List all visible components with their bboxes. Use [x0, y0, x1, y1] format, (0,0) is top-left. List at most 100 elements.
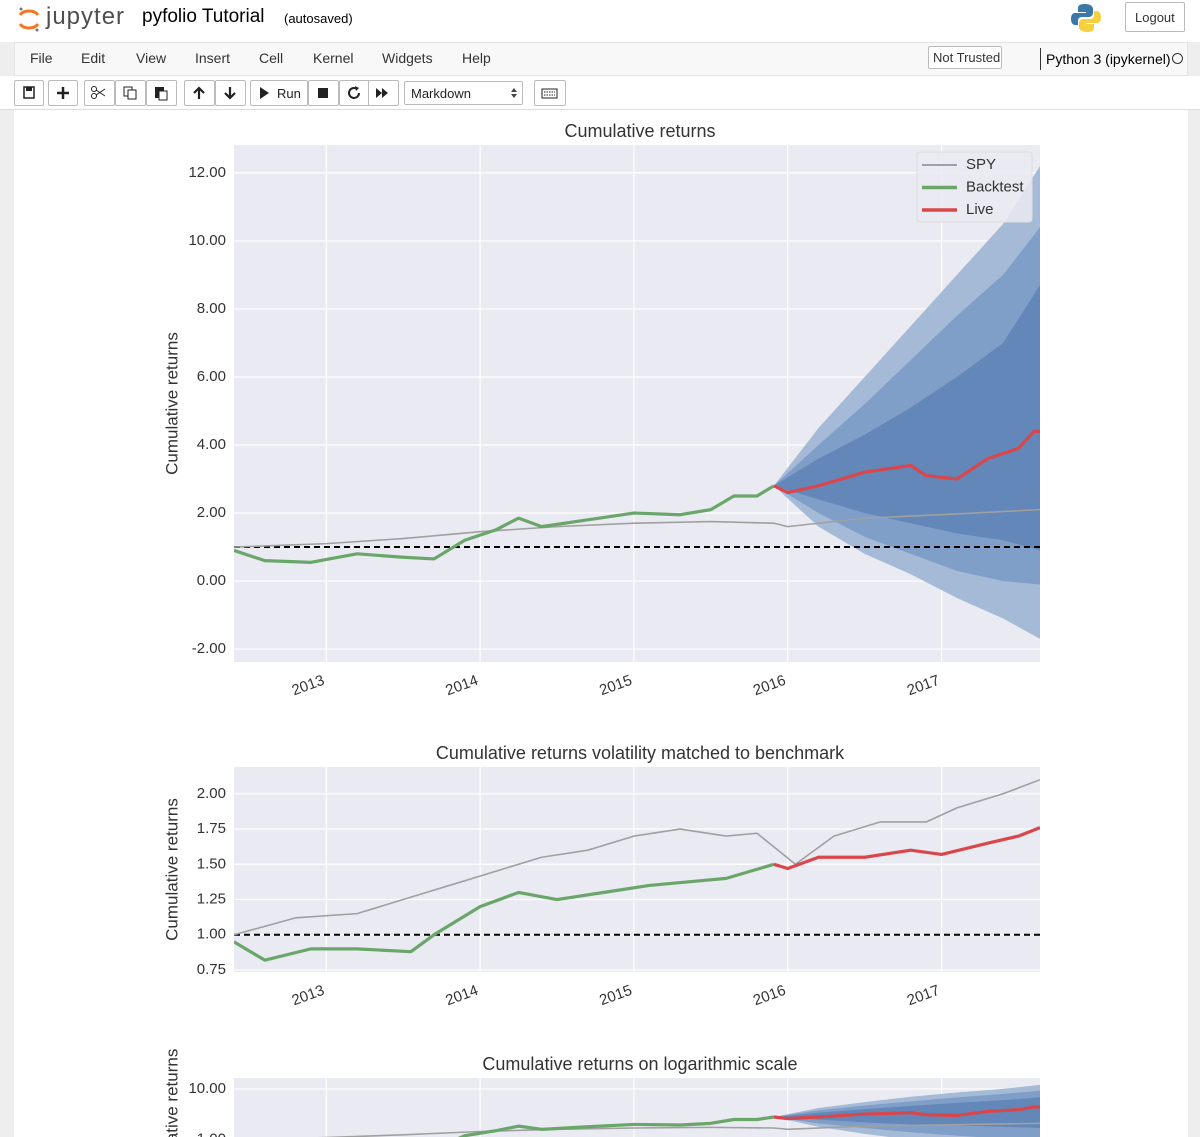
- y-tick-label: 2.00: [197, 504, 226, 521]
- y-tick-label: 0.00: [197, 572, 226, 589]
- legend-box: [916, 151, 1033, 223]
- copy-button[interactable]: [115, 80, 146, 106]
- run-all-icon: [376, 88, 388, 98]
- menu-item[interactable]: Insert: [195, 50, 231, 66]
- keyboard-button[interactable]: [534, 80, 566, 106]
- y-tick-label: 2.00: [197, 785, 226, 802]
- x-tick-label: 2014: [443, 982, 480, 1009]
- cut-button[interactable]: [84, 80, 115, 106]
- python-logo: [1071, 4, 1101, 32]
- menu-item[interactable]: Help: [462, 50, 491, 66]
- chart-title: Cumulative returns: [564, 121, 715, 141]
- series-line: [773, 826, 1040, 871]
- save-icon: [23, 86, 35, 99]
- save-button[interactable]: [14, 80, 44, 106]
- x-tick-label: 2013: [290, 672, 327, 699]
- select-arrows: [511, 88, 517, 98]
- menu-item[interactable]: File: [30, 50, 53, 66]
- legend-label: Backtest: [966, 178, 1024, 195]
- x-tick-label: 2017: [905, 982, 942, 1009]
- run-button[interactable]: Run: [250, 80, 308, 106]
- y-tick-label: 1.50: [197, 855, 226, 872]
- menu-item[interactable]: Kernel: [313, 50, 354, 66]
- cone-band: [773, 285, 1040, 551]
- menu-bar: [14, 42, 1188, 76]
- paste-icon: [155, 87, 168, 101]
- y-tick-label: 10.00: [188, 1080, 226, 1097]
- copy-icon: [123, 86, 137, 100]
- y-tick-label: 12.00: [188, 164, 226, 181]
- legend-label: SPY: [966, 156, 996, 173]
- move-down-button[interactable]: [215, 80, 246, 106]
- series-line: [773, 1105, 1040, 1121]
- trust-indicator[interactable]: Not Trusted: [928, 46, 1002, 69]
- y-tick-label: 10.00: [188, 232, 226, 249]
- notebook-title[interactable]: pyfolio Tutorial: [142, 6, 265, 27]
- series-line: [457, 1115, 775, 1137]
- series-line: [234, 484, 775, 564]
- cell-type-label: Markdown: [411, 86, 471, 101]
- toolbar: Run Markdown: [0, 76, 1200, 110]
- logout-label: Logout: [1135, 10, 1175, 25]
- plot-area: [234, 778, 1040, 962]
- menu-item[interactable]: Widgets: [382, 50, 433, 66]
- kernel-status: [1172, 53, 1183, 64]
- down-icon: [224, 87, 236, 100]
- menu-item[interactable]: Cell: [259, 50, 284, 66]
- x-tick-label: 2016: [751, 982, 788, 1009]
- x-tick-label: 2014: [443, 672, 480, 699]
- x-tick-label: 2015: [597, 982, 634, 1009]
- y-tick-label: 8.00: [197, 300, 226, 317]
- y-tick-label: 1.00: [197, 926, 226, 943]
- run-label: Run: [277, 86, 301, 101]
- charts: 2013 2014 2015 2016 2017 -2.00 0.00 2.00 4.00 6.0…: [162, 121, 1040, 1137]
- keyboard-icon: [541, 88, 558, 99]
- y-tick-label: 1.00: [197, 1131, 226, 1137]
- series-line: [234, 862, 775, 962]
- legend-label: Live: [966, 201, 994, 218]
- paste-button[interactable]: [146, 80, 177, 106]
- y-tick-label: 0.75: [197, 961, 226, 978]
- cell-type-select[interactable]: Markdown: [404, 81, 523, 105]
- y-tick-label: 4.00: [197, 436, 226, 453]
- run-all-button[interactable]: [368, 80, 399, 106]
- save-status: (autosaved): [284, 11, 353, 26]
- logout-button[interactable]: Logout: [1125, 2, 1185, 32]
- y-axis-label: Cumulative returns: [162, 1049, 181, 1137]
- menu-item[interactable]: View: [136, 50, 167, 66]
- up-icon: [193, 86, 205, 99]
- menu-item[interactable]: Edit: [81, 50, 106, 66]
- header: jupyter pyfolio Tutorial (autosaved) Log…: [0, 0, 1200, 42]
- jupyter-logo[interactable]: jupyter: [46, 3, 126, 30]
- series-line: [234, 778, 1040, 936]
- series-line: [773, 429, 1040, 495]
- insert-button[interactable]: [48, 80, 78, 106]
- interrupt-button[interactable]: [308, 80, 339, 106]
- restart-button[interactable]: [339, 80, 370, 106]
- chart-title: Cumulative returns on logarithmic scale: [482, 1054, 797, 1074]
- trust-label: Not Trusted: [933, 50, 1001, 65]
- y-tick-label: 1.75: [197, 820, 226, 837]
- move-up-button[interactable]: [184, 80, 215, 106]
- series-line: [234, 508, 1040, 548]
- x-tick-label: 2017: [905, 672, 942, 699]
- stop-icon: [318, 88, 328, 98]
- x-tick-label: 2015: [597, 672, 634, 699]
- y-tick-label: 6.00: [197, 368, 226, 385]
- x-tick-label: 2016: [751, 672, 788, 699]
- kernel-name[interactable]: Python 3 (ipykernel): [1046, 51, 1171, 67]
- y-axis-label: Cumulative returns: [162, 332, 181, 475]
- plus-icon: [57, 87, 69, 99]
- y-axis-label: Cumulative returns: [162, 798, 181, 941]
- y-tick-label: -2.00: [192, 640, 226, 657]
- plot-background: [234, 767, 1040, 972]
- run-icon: [260, 87, 269, 99]
- jupyter-logo-icon: [18, 7, 40, 32]
- x-tick-label: 2013: [290, 982, 327, 1009]
- restart-icon: [348, 86, 360, 99]
- chart-title: Cumulative returns volatility matched to…: [436, 743, 845, 763]
- plot-area: [234, 166, 1040, 639]
- cut-icon: [91, 86, 106, 99]
- y-tick-label: 1.25: [197, 890, 226, 907]
